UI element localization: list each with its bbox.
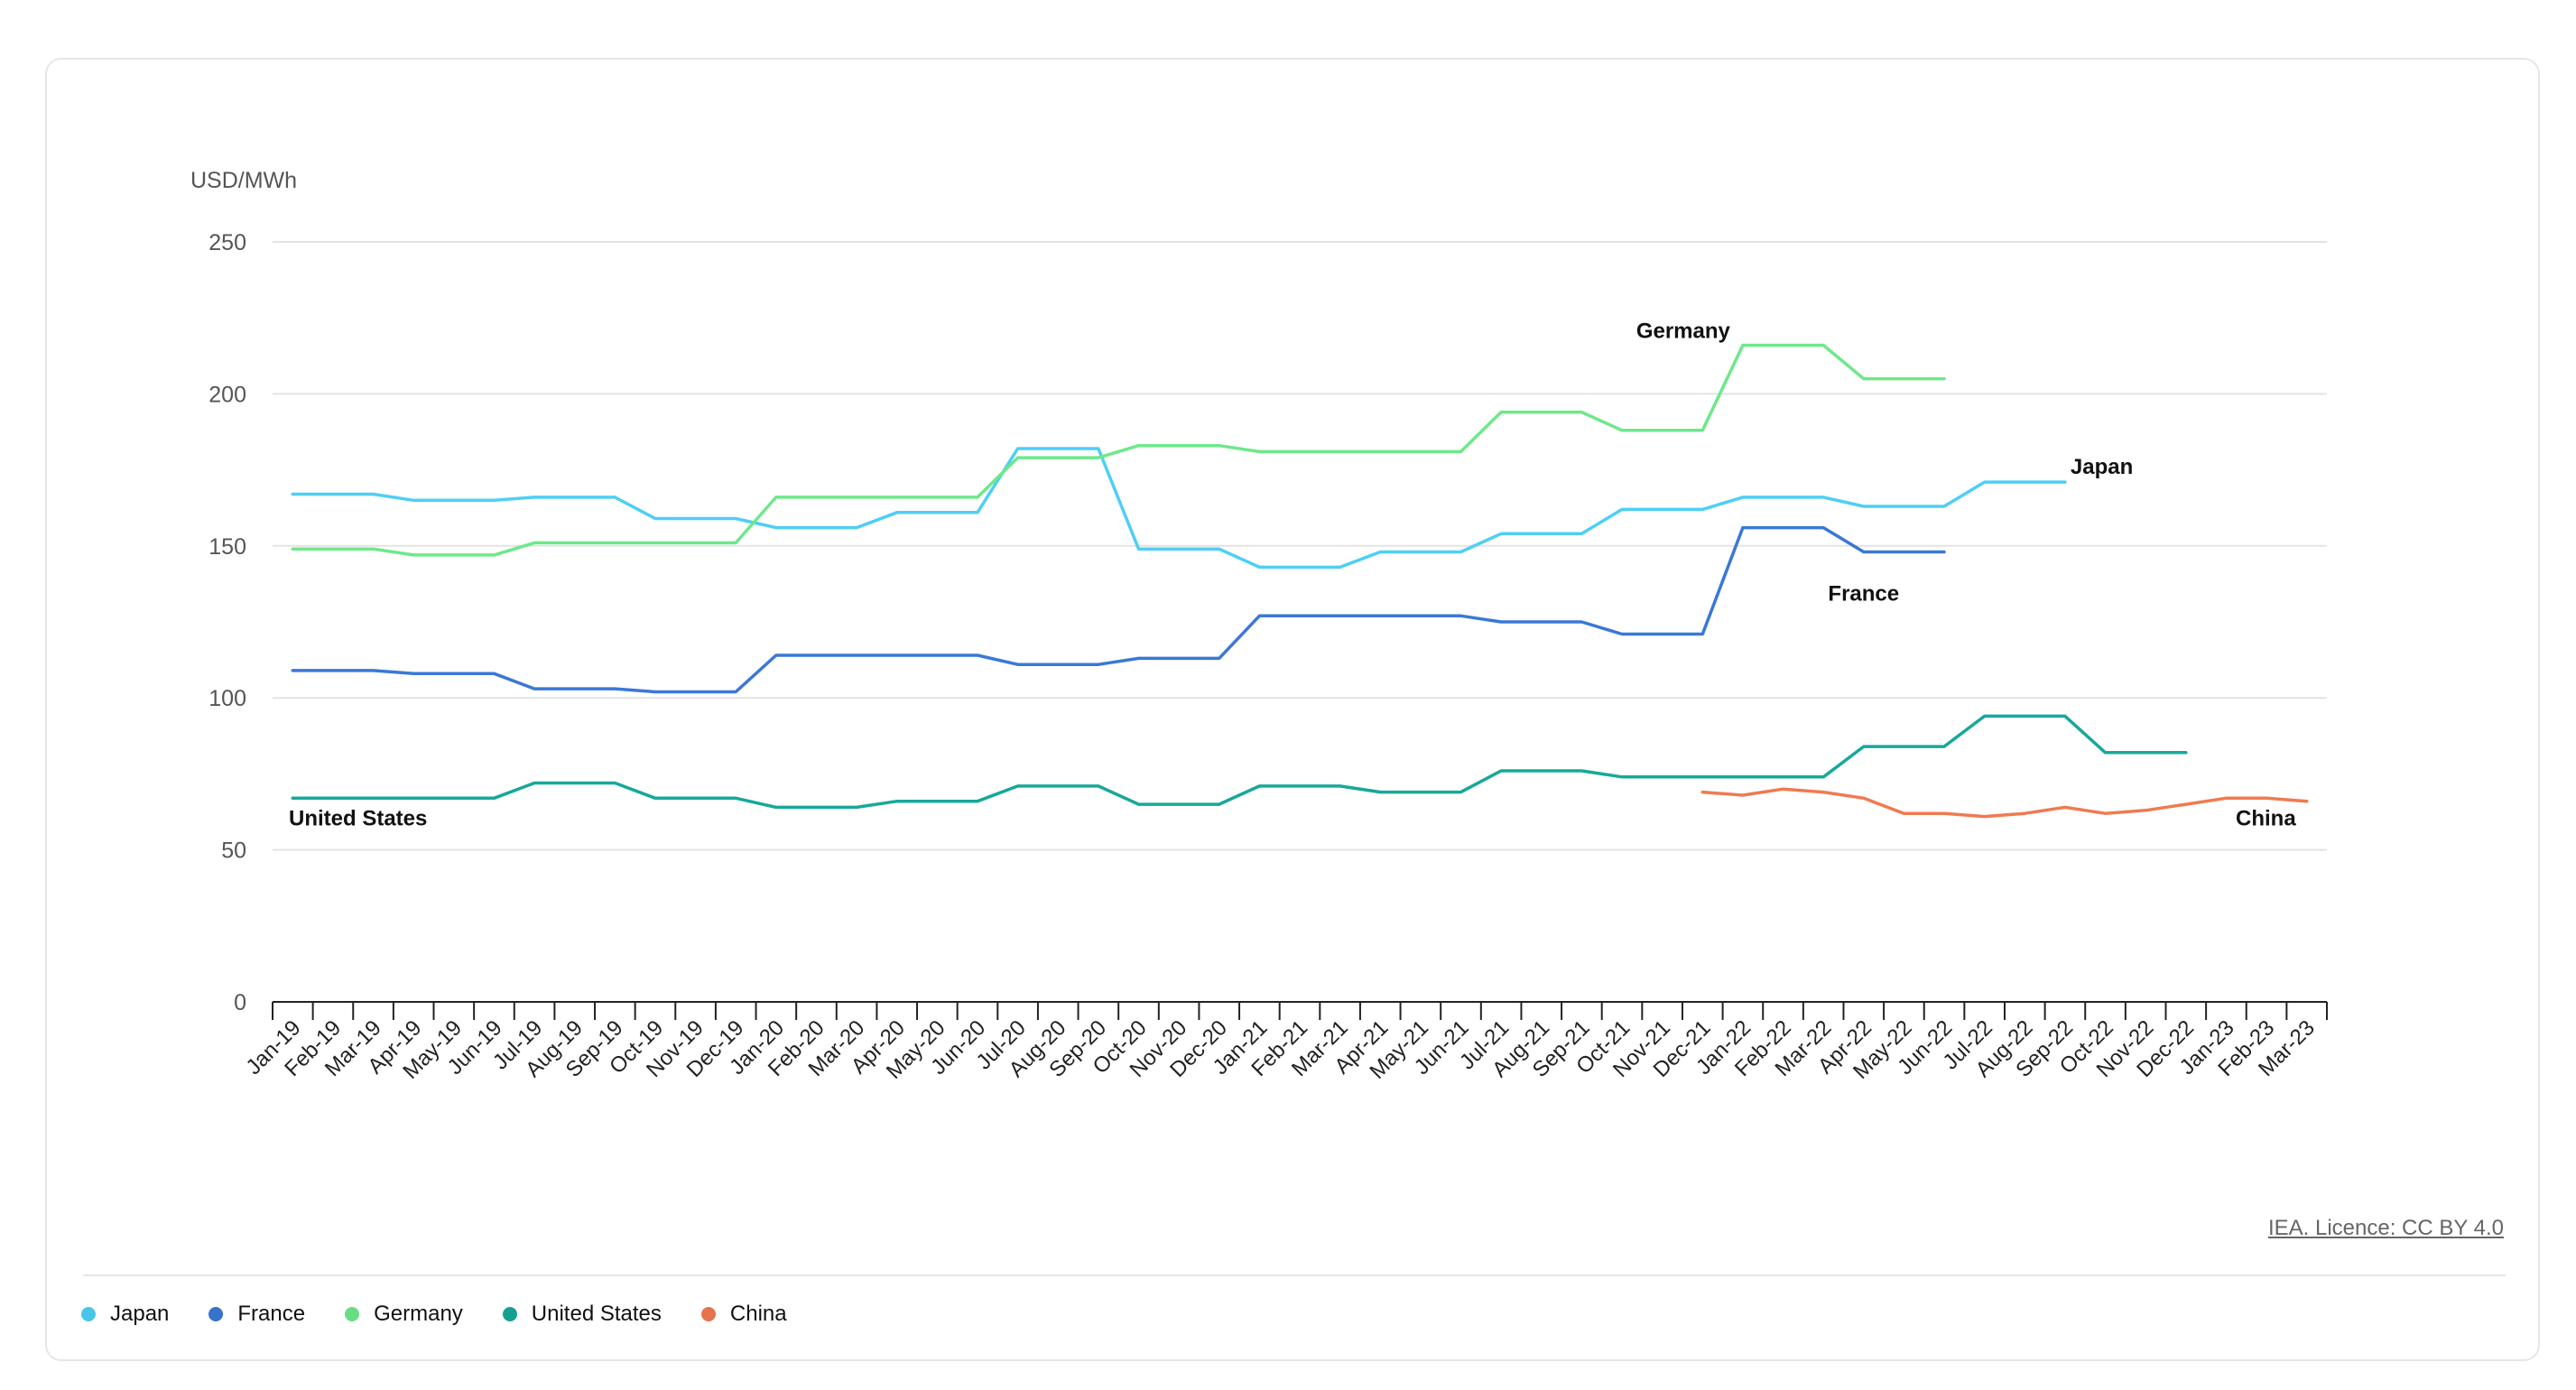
legend-label-china: China — [729, 1302, 787, 1326]
legend-divider — [83, 1274, 2506, 1276]
y-tick-label-150: 150 — [208, 534, 246, 560]
y-tick-label-250: 250 — [208, 230, 246, 255]
annotation-germany: Germany — [1636, 320, 1731, 344]
legend-item-germany[interactable]: Germany — [345, 1302, 463, 1327]
legend-dot-germany — [345, 1307, 360, 1321]
legend-label-germany: Germany — [374, 1302, 463, 1326]
chart-legend: Japan France Germany United States China — [81, 1302, 787, 1327]
legend-dot-france — [208, 1307, 224, 1321]
y-tick-label-50: 50 — [221, 839, 246, 864]
annotation-china: China — [2236, 807, 2296, 831]
legend-dot-united-states — [502, 1307, 517, 1321]
annotation-japan: Japan — [2071, 455, 2133, 479]
series-line-france — [291, 525, 1946, 694]
legend-label-japan: Japan — [110, 1302, 170, 1326]
annotation-france: France — [1828, 582, 1899, 607]
series-line-japan — [291, 447, 2067, 570]
series-line-china — [1700, 787, 2309, 819]
legend-label-united-states: United States — [531, 1302, 662, 1326]
legend-item-china[interactable]: China — [700, 1302, 787, 1327]
legend-dot-china — [700, 1307, 716, 1321]
legend-item-france[interactable]: France — [208, 1302, 305, 1327]
legend-item-japan[interactable]: Japan — [81, 1302, 169, 1327]
y-tick-label-100: 100 — [208, 686, 246, 711]
y-tick-label-200: 200 — [208, 382, 246, 407]
legend-label-france: France — [237, 1302, 306, 1326]
source-licence-link[interactable]: IEA. Licence: CC BY 4.0 — [2267, 1216, 2504, 1240]
y-axis-unit-label: USD/MWh — [190, 168, 298, 193]
chart-card — [45, 58, 2540, 1361]
legend-item-united-states[interactable]: United States — [502, 1302, 662, 1327]
series-line-united-states — [291, 714, 2188, 810]
y-tick-label-0: 0 — [234, 990, 246, 1015]
legend-dot-japan — [81, 1307, 96, 1321]
annotation-united-states: United States — [289, 806, 427, 830]
series-line-germany — [291, 343, 1946, 557]
